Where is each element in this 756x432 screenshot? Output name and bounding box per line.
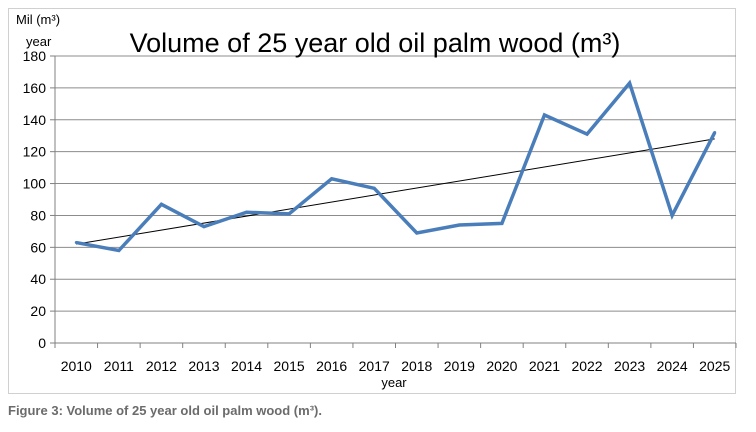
y-axis-ticks: 0 20 40 60 80 100 120 140 160 180 bbox=[23, 48, 55, 351]
linear-trendline bbox=[76, 138, 715, 245]
figure-caption: Figure 3: Volume of 25 year old oil palm… bbox=[8, 403, 322, 418]
x-tick-label: 2013 bbox=[188, 358, 219, 374]
series-lines bbox=[74, 79, 717, 253]
x-tick-label: 2012 bbox=[146, 358, 177, 374]
x-tick-label: 2016 bbox=[316, 358, 347, 374]
x-tick-label: 2018 bbox=[401, 358, 432, 374]
x-tick-label: 2024 bbox=[657, 358, 688, 374]
x-axis-ticks: 2010 2011 2012 2013 2014 2015 2016 2017 2018 2019… bbox=[54, 343, 737, 374]
y-tick-label: 120 bbox=[23, 144, 47, 160]
data-point bbox=[670, 213, 674, 217]
y-tick-label: 180 bbox=[23, 48, 47, 64]
data-point bbox=[330, 177, 334, 181]
x-tick-label: 2021 bbox=[529, 358, 560, 374]
gridlines bbox=[54, 55, 736, 344]
y-tick-label: 160 bbox=[23, 80, 47, 96]
x-axis-title: year bbox=[381, 375, 407, 390]
x-tick-label: 2015 bbox=[274, 358, 305, 374]
y-axis-title-line2: year bbox=[26, 34, 52, 49]
data-point bbox=[415, 231, 419, 235]
y-tick-label: 80 bbox=[30, 207, 46, 223]
series-line bbox=[75, 79, 717, 253]
data-point bbox=[202, 225, 206, 229]
x-tick-label: 2025 bbox=[699, 358, 730, 374]
data-point bbox=[159, 202, 163, 206]
y-axis-title-line1: Mil (m³) bbox=[16, 12, 61, 27]
data-point bbox=[117, 249, 121, 253]
y-tick-label: 60 bbox=[30, 239, 46, 255]
data-point bbox=[628, 81, 632, 85]
y-tick-label: 40 bbox=[30, 271, 46, 287]
data-point bbox=[713, 131, 717, 135]
x-tick-label: 2020 bbox=[486, 358, 517, 374]
x-tick-label: 2014 bbox=[231, 358, 262, 374]
data-point bbox=[500, 221, 504, 225]
chart-frame bbox=[8, 8, 736, 394]
x-tick-label: 2023 bbox=[614, 358, 645, 374]
data-point bbox=[287, 212, 291, 216]
x-tick-label: 2010 bbox=[61, 358, 92, 374]
data-point bbox=[585, 132, 589, 136]
data-point bbox=[542, 113, 546, 117]
data-point bbox=[74, 241, 78, 245]
x-tick-label: 2017 bbox=[359, 358, 390, 374]
y-tick-label: 0 bbox=[38, 335, 46, 351]
y-tick-label: 20 bbox=[30, 303, 46, 319]
data-point bbox=[457, 223, 461, 227]
trendline bbox=[76, 138, 715, 245]
data-point bbox=[245, 210, 249, 214]
chart-title: Volume of 25 year old oil palm wood (m³) bbox=[130, 28, 621, 58]
x-tick-label: 2019 bbox=[444, 358, 475, 374]
x-tick-label: 2011 bbox=[104, 358, 134, 374]
y-tick-label: 100 bbox=[23, 176, 47, 192]
data-point bbox=[372, 186, 376, 190]
x-tick-label: 2022 bbox=[571, 358, 602, 374]
y-tick-label: 140 bbox=[23, 112, 47, 128]
